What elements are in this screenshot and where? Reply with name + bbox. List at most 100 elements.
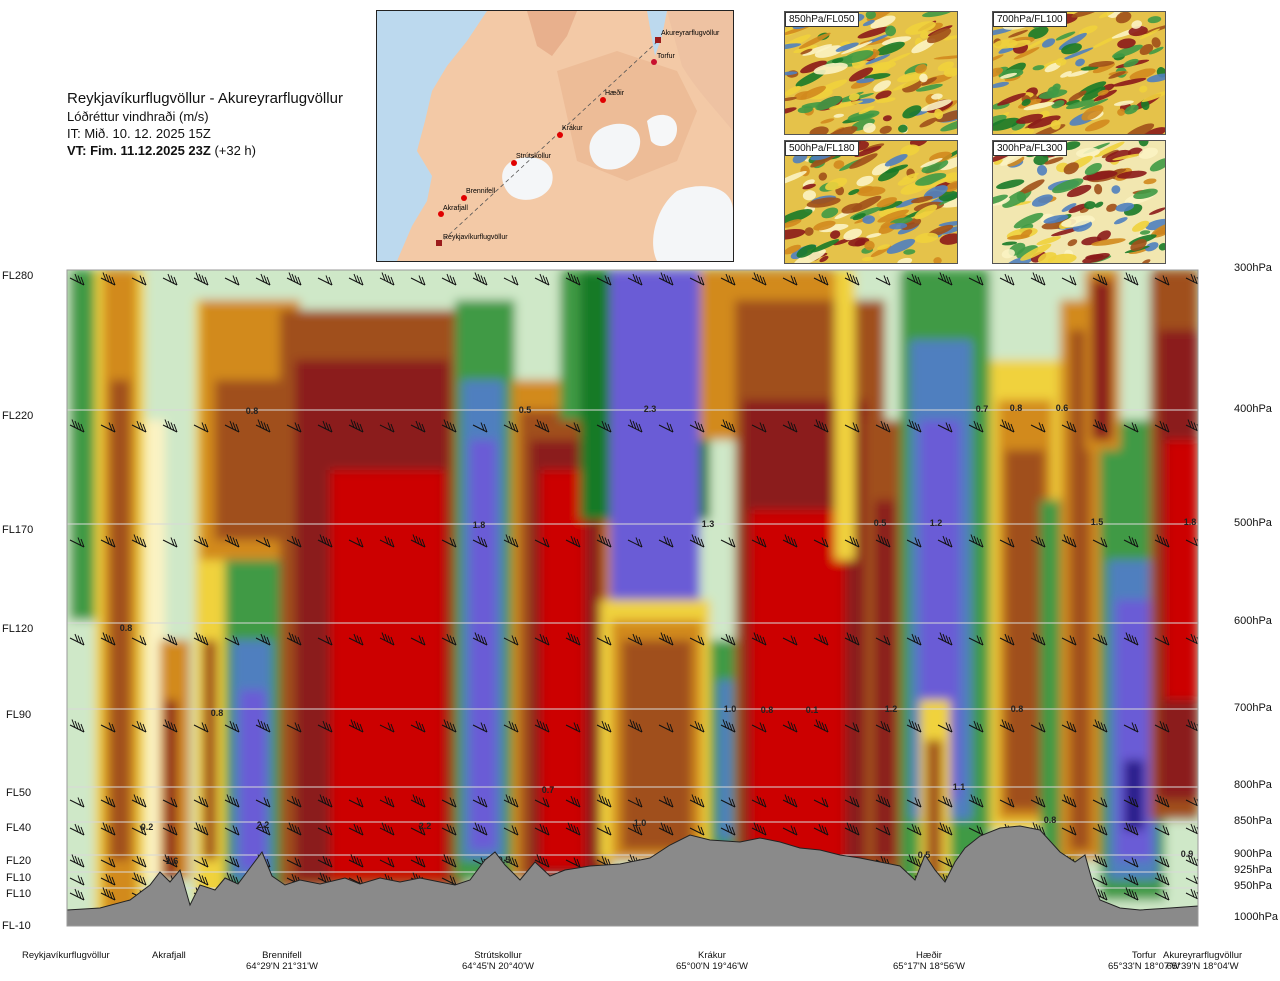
wind-barb: [596, 275, 612, 286]
wind-barb: [751, 632, 767, 646]
thumbnail-streak: [831, 58, 844, 64]
wind-barb: [379, 632, 395, 646]
thumbnail-streak: [892, 79, 921, 91]
thumbnail-streak: [1148, 46, 1164, 55]
wind-barb: [565, 857, 581, 868]
value-label: 0.8: [1010, 403, 1023, 413]
thumbnail-streak: [1141, 99, 1150, 111]
thumbnail-streak: [785, 85, 802, 96]
wind-barb: [534, 273, 550, 286]
wind-barb: [999, 633, 1015, 646]
thumbnail-streak: [897, 175, 918, 186]
thumbnail-500hpa[interactable]: 500hPa/FL180: [784, 140, 958, 264]
thumbnail-streak: [861, 256, 874, 262]
thumbnail-streak: [835, 42, 859, 52]
wind-barb: [627, 797, 643, 808]
wind-barb: [1154, 635, 1170, 646]
wind-barb: [906, 797, 922, 808]
value-label: 0.6: [1056, 403, 1069, 413]
wind-barb: [255, 797, 271, 808]
wind-barb: [131, 635, 147, 646]
thumbnail-700hpa[interactable]: 700hPa/FL100: [992, 11, 1166, 135]
wind-barb: [286, 822, 302, 836]
wind-barb: [317, 275, 333, 286]
thumbnail-streak: [1033, 154, 1049, 166]
thumbnail-streak: [796, 244, 817, 258]
wind-barb: [472, 722, 488, 733]
value-label: 0.8: [1044, 815, 1057, 825]
wind-barb: [534, 719, 550, 733]
wind-barb: [1123, 272, 1139, 286]
wind-barb: [286, 272, 302, 286]
thumbnail-streak: [914, 204, 938, 220]
thumbnail-streak: [897, 71, 927, 83]
thumbnail-streak: [813, 62, 848, 75]
wind-barb: [286, 535, 302, 548]
wind-barb: [1092, 854, 1108, 868]
wind-barb: [627, 633, 643, 646]
wind-barb: [720, 537, 736, 548]
value-label: 0.8: [120, 623, 133, 633]
thumbnail-streak: [1043, 214, 1069, 224]
thumbnail-streak: [945, 181, 957, 192]
thumbnail-streak: [818, 223, 849, 233]
value-label: 1.8: [1184, 517, 1197, 527]
thumbnail-streak: [865, 12, 876, 20]
wind-barb: [751, 822, 767, 836]
wind-barb: [906, 273, 922, 286]
thumbnail-streak: [1097, 89, 1109, 96]
thumbnail-streak: [800, 48, 813, 55]
thumbnail-streak: [1008, 29, 1028, 38]
value-label: 0.8: [211, 708, 224, 718]
wind-barb: [937, 632, 953, 646]
map-point-label: Reykjavíkurflugvöllur: [443, 234, 508, 241]
thumbnail-streak: [1124, 123, 1155, 134]
thumbnail-streak: [885, 25, 896, 37]
wind-barb: [69, 854, 85, 868]
thumbnail-streak: [1075, 58, 1085, 67]
wind-barb: [689, 635, 705, 646]
thumbnail-streak: [848, 188, 860, 196]
wind-barb: [131, 720, 147, 733]
wind-barb: [751, 422, 767, 433]
thumbnail-streak: [863, 122, 876, 133]
thumbnail-850hpa[interactable]: 850hPa/FL050: [784, 11, 958, 135]
wind-barb: [844, 422, 860, 433]
wind-barb: [224, 855, 240, 868]
wind-barb: [937, 422, 953, 433]
thumbnail-streak: [1149, 158, 1165, 172]
wind-barb: [441, 719, 457, 733]
wind-barb: [472, 822, 488, 836]
thumbnail-graphic: [785, 141, 957, 263]
thumbnail-streak: [884, 164, 909, 174]
thumbnail-streak: [841, 203, 863, 214]
wind-barb: [906, 633, 922, 646]
wind-barb: [410, 794, 426, 808]
wind-barb: [348, 823, 364, 836]
wind-barb: [1061, 794, 1077, 808]
thumbnail-streak: [785, 244, 801, 255]
thumbnail-streak: [1082, 253, 1110, 263]
thumbnail-300hpa[interactable]: 300hPa/FL300: [992, 140, 1166, 264]
hpa-label: 600hPa: [1234, 615, 1272, 627]
thumbnail-streak: [1080, 98, 1109, 110]
wind-barb: [596, 635, 612, 646]
wind-barb: [472, 535, 488, 548]
thumbnail-streak: [785, 71, 798, 76]
thumbnail-streak: [1113, 217, 1128, 225]
wind-barb: [379, 722, 395, 733]
wind-barb: [131, 275, 147, 286]
thumbnail-streak: [825, 177, 848, 191]
field-band: [875, 500, 895, 860]
map-point-label: Torfur: [657, 53, 676, 60]
wind-barb: [1123, 822, 1139, 836]
thumbnail-streak: [785, 219, 802, 228]
thumbnail-streak: [1084, 119, 1110, 132]
field-band: [610, 270, 700, 610]
field-band: [165, 700, 177, 880]
wind-barb: [875, 720, 891, 733]
wind-barb: [69, 419, 85, 433]
thumbnail-streak: [1076, 147, 1100, 158]
thumbnail-streak: [1112, 153, 1142, 161]
wind-barb: [875, 825, 891, 836]
